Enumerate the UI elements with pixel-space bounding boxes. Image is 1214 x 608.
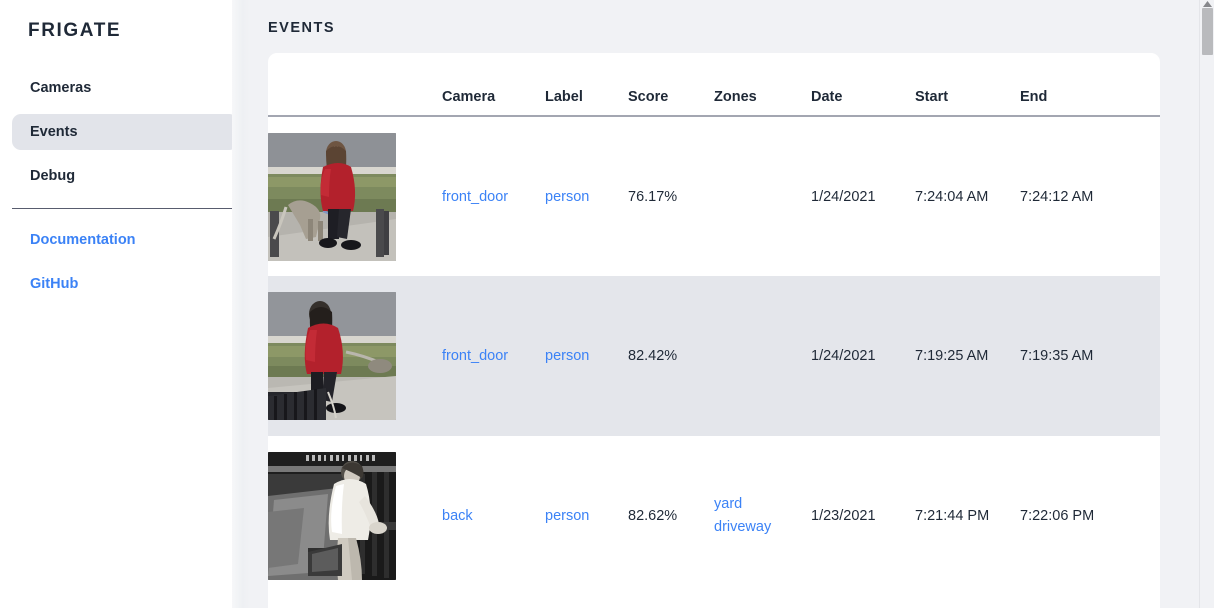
event-zones-cell: yard driveway (714, 436, 811, 596)
event-start-value: 7:21:44 PM (915, 508, 990, 524)
event-thumbnail-cell (268, 276, 442, 436)
events-table-body: front_door person 76.17% 1/24/2021 7:24:… (268, 116, 1160, 596)
event-thumbnail-cell (268, 436, 442, 596)
event-start-value: 7:19:25 AM (915, 276, 1020, 436)
column-header-camera: Camera (442, 53, 545, 117)
event-date-value: 1/24/2021 (811, 188, 876, 205)
event-zones-cell (714, 116, 811, 276)
app-brand-title: FRIGATE (28, 20, 122, 41)
event-label-cell: person (545, 276, 628, 436)
sidebar-nav: Cameras Events Debug (0, 70, 250, 194)
sidebar-item-cameras[interactable]: Cameras (30, 80, 92, 96)
table-row[interactable]: front_door person 76.17% 1/24/2021 7:24:… (268, 116, 1160, 276)
main-content: EVENTS Camera Label Score Zones Date Sta… (250, 0, 1214, 608)
events-table: Camera Label Score Zones Date Start End (268, 53, 1160, 596)
event-zone-link[interactable]: yard (714, 496, 743, 512)
event-score-value: 82.42% (628, 276, 714, 436)
event-thumbnail-cell (268, 116, 442, 276)
event-score-value: 76.17% (628, 188, 678, 205)
events-card: Camera Label Score Zones Date Start End (268, 53, 1160, 608)
sidebar-item-debug[interactable]: Debug (30, 168, 76, 184)
event-thumbnail-image[interactable] (268, 132, 396, 261)
page-title: EVENTS (268, 20, 336, 36)
table-header-row: Camera Label Score Zones Date Start End (268, 53, 1160, 117)
page-scrollbar[interactable] (1199, 0, 1214, 608)
event-end-value: 7:19:35 AM (1020, 276, 1160, 436)
column-header-end: End (1020, 53, 1160, 117)
event-thumbnail-image[interactable] (268, 452, 396, 580)
event-date-value: 1/23/2021 (811, 508, 876, 524)
event-zones-cell (714, 276, 811, 436)
event-camera-link[interactable]: front_door (442, 348, 509, 364)
event-label-link[interactable]: person (545, 508, 590, 524)
event-end-value: 7:24:12 AM (1020, 188, 1094, 205)
sidebar-divider (12, 208, 238, 209)
sidebar-item-events[interactable]: Events (12, 114, 238, 150)
event-label-link[interactable]: person (545, 348, 590, 364)
scroll-up-arrow-icon[interactable] (1203, 1, 1212, 8)
event-camera-cell: front_door (442, 116, 545, 276)
event-zone-link[interactable]: driveway (714, 519, 772, 535)
table-row[interactable]: front_door person 82.42% 1/24/2021 7:19:… (268, 276, 1160, 436)
event-label-cell: person (545, 116, 628, 276)
event-zone-list: yard driveway (714, 493, 811, 539)
table-row[interactable]: back person 82.62% yard driveway 1/ (268, 436, 1160, 596)
event-label-cell: person (545, 436, 628, 596)
event-camera-link[interactable]: back (442, 508, 473, 524)
events-table-head: Camera Label Score Zones Date Start End (268, 53, 1160, 117)
column-header-date: Date (811, 53, 915, 117)
sidebar: FRIGATE Cameras Events Debug Documentati… (0, 0, 250, 608)
event-end-value: 7:22:06 PM (1020, 508, 1095, 524)
column-header-zones: Zones (714, 53, 811, 117)
sidebar-link-github[interactable]: GitHub (30, 276, 79, 292)
sidebar-external-links: Documentation GitHub (0, 223, 250, 301)
column-header-thumbnail (268, 53, 442, 117)
event-camera-cell: front_door (442, 276, 545, 436)
column-header-score: Score (628, 53, 714, 117)
event-label-link[interactable]: person (545, 188, 590, 205)
event-date-value: 1/24/2021 (811, 276, 915, 436)
event-camera-link[interactable]: front_door (442, 188, 509, 205)
column-header-label: Label (545, 53, 628, 117)
scrollbar-thumb[interactable] (1202, 8, 1213, 55)
event-start-value: 7:24:04 AM (915, 188, 989, 205)
column-header-start: Start (915, 53, 1020, 117)
event-thumbnail-image[interactable] (268, 292, 396, 420)
event-score-value: 82.62% (628, 508, 678, 524)
event-camera-cell: back (442, 436, 545, 596)
sidebar-link-documentation[interactable]: Documentation (30, 232, 136, 248)
